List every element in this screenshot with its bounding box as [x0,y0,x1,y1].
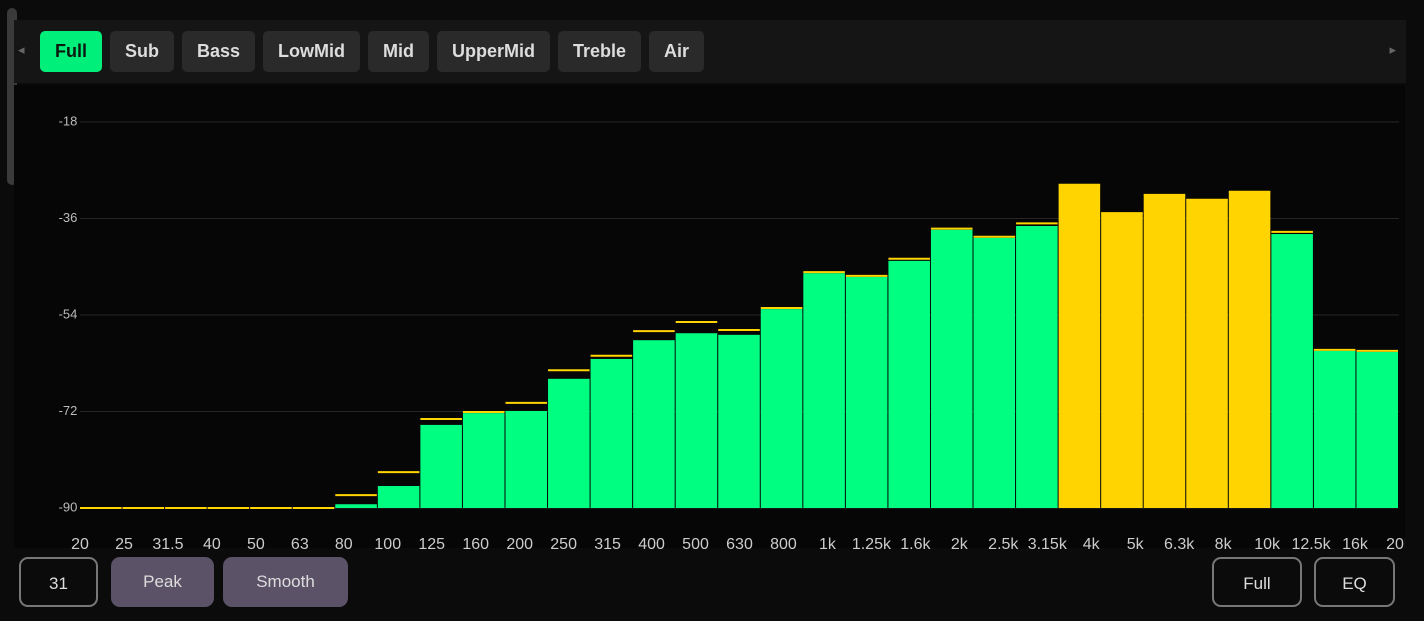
y-tick-label: -54 [59,306,78,321]
x-tick-label: 25 [115,536,133,553]
tab[interactable]: Sub [110,31,174,72]
bar [548,378,590,508]
x-tick-label: 4k [1083,536,1101,553]
tab[interactable]: Full [40,31,102,72]
x-tick-label: 6.3k [1164,536,1195,553]
x-tick-label: 2k [951,536,969,553]
x-tick-label: 1.25k [852,536,892,553]
x-tick-label: 10k [1254,536,1281,553]
x-tick-label: 20k [1386,536,1405,553]
bar [1143,194,1186,508]
tab[interactable]: Air [649,31,705,72]
x-tick-label: 40 [203,536,221,553]
bar [505,410,548,508]
x-tick-label: 400 [638,536,665,553]
bar [760,309,803,508]
tab[interactable]: UpperMid [437,31,551,72]
x-tick-label: 50 [247,536,265,553]
scrollbar[interactable] [7,8,17,185]
bar [845,276,888,508]
bar [633,340,675,508]
bar [1271,234,1313,508]
bar [973,237,1016,509]
x-tick-label: 8k [1215,536,1233,553]
bar [803,273,845,508]
x-tick-label: 80 [335,536,353,553]
x-tick-label: 315 [594,536,621,553]
x-tick-label: 31.5 [152,536,183,553]
x-tick-label: 250 [550,536,577,553]
bar [718,334,760,508]
bar [930,229,973,508]
bar [1228,191,1271,508]
tab-bar: ◂ Full Sub Bass LowMid Mid UpperMid Treble Air … [14,20,1406,83]
x-tick-label: 160 [462,536,489,553]
x-tick-label: 1.6k [900,536,931,553]
button[interactable]: 31 [19,557,98,607]
x-tick-label: 630 [726,536,753,553]
x-tick-label: 500 [682,536,709,553]
button[interactable]: Smooth [223,557,348,607]
tab[interactable]: Bass [182,31,256,72]
y-tick-label: -90 [59,499,78,514]
x-tick-label: 2.5k [988,536,1019,553]
y-tick-label: -36 [59,210,78,225]
button[interactable]: EQ [1314,557,1395,607]
y-tick-label: -72 [59,403,78,418]
scroll-right[interactable]: ▸ [1389,42,1396,57]
bar [1313,350,1356,508]
bar [335,504,377,508]
bar [675,333,718,508]
bar [1016,226,1058,508]
x-tick-label: 800 [770,536,797,553]
x-tick-label: 16k [1342,536,1369,553]
x-tick-label: 3.15k [1028,536,1068,553]
bar [420,424,462,508]
x-tick-label: 100 [374,536,401,553]
bar [1058,184,1101,508]
y-tick-label: -18 [59,113,78,128]
scroll-left[interactable]: ◂ [18,42,25,57]
button[interactable]: Full [1212,557,1302,607]
tab[interactable]: Treble [558,31,642,72]
spectrum-chart: -18 -36 -54 -72 -90 20 25 31.5 40 50 63 80 100 125 160… [14,85,1405,553]
x-tick-label: 20 [71,536,89,553]
x-tick-label: 12.5k [1291,536,1331,553]
bar [377,486,420,508]
tab[interactable]: LowMid [263,31,361,72]
x-tick-label: 5k [1127,536,1145,553]
x-tick-label: 200 [506,536,533,553]
bar [462,413,505,508]
tabs: Full Sub Bass LowMid Mid UpperMid Treble Air [40,31,705,72]
bar [1101,213,1143,508]
bar [1186,199,1228,508]
x-tick-label: 1k [819,536,837,553]
x-tick-label: 63 [291,536,309,553]
tab[interactable]: Mid [368,31,430,72]
bar [590,358,633,508]
x-tick-label: 125 [418,536,445,553]
button[interactable]: Peak [111,557,214,607]
bar [888,260,930,508]
bar [1356,351,1398,508]
